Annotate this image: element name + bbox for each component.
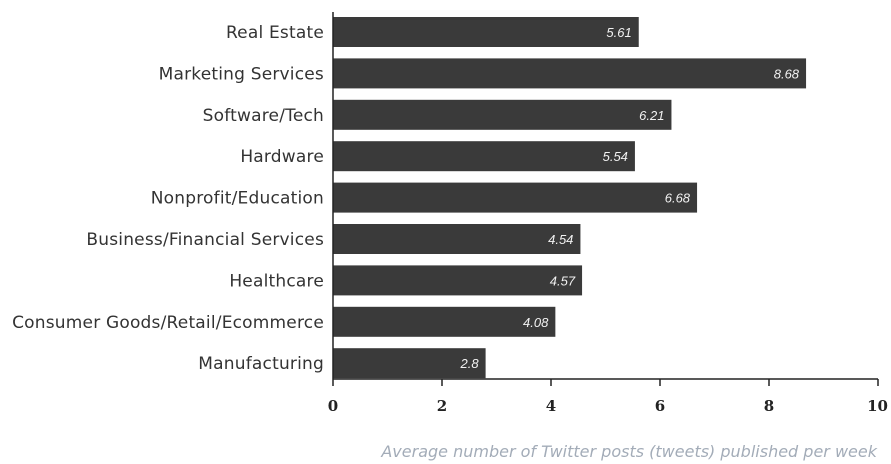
category-label: Hardware <box>240 147 324 167</box>
category-label: Consumer Goods/Retail/Ecommerce <box>12 313 324 333</box>
x-tick-label: 2 <box>437 397 447 415</box>
value-label: 5.54 <box>603 149 628 164</box>
value-label: 4.08 <box>523 315 549 330</box>
x-tick-label: 6 <box>655 397 665 415</box>
x-tick-label: 0 <box>328 397 338 415</box>
value-label: 5.61 <box>606 25 631 40</box>
bar <box>333 265 582 295</box>
x-tick-label: 10 <box>867 397 888 415</box>
category-label: Healthcare <box>229 271 324 291</box>
value-label: 4.57 <box>550 273 576 288</box>
bar <box>333 141 635 171</box>
value-label: 6.68 <box>665 191 691 206</box>
x-axis-title: Average number of Twitter posts (tweets)… <box>380 442 877 461</box>
bar <box>333 183 697 213</box>
bar <box>333 17 639 47</box>
category-label: Marketing Services <box>159 64 324 84</box>
category-label: Nonprofit/Education <box>151 189 324 209</box>
bar <box>333 58 806 88</box>
value-label: 2.8 <box>460 356 480 371</box>
bar <box>333 224 580 254</box>
category-label: Real Estate <box>226 23 324 43</box>
value-label: 8.68 <box>774 66 800 81</box>
category-label: Software/Tech <box>203 106 324 126</box>
category-label: Business/Financial Services <box>86 230 324 250</box>
value-label: 4.54 <box>548 232 573 247</box>
value-label: 6.21 <box>639 108 664 123</box>
x-tick-label: 4 <box>546 397 556 415</box>
bar <box>333 307 555 337</box>
category-labels-group: Real Estate Marketing Services Software/Te… <box>12 23 324 374</box>
bar <box>333 100 671 130</box>
category-label: Manufacturing <box>198 354 324 374</box>
x-tick-label: 8 <box>764 397 774 415</box>
bars-group <box>333 17 806 378</box>
